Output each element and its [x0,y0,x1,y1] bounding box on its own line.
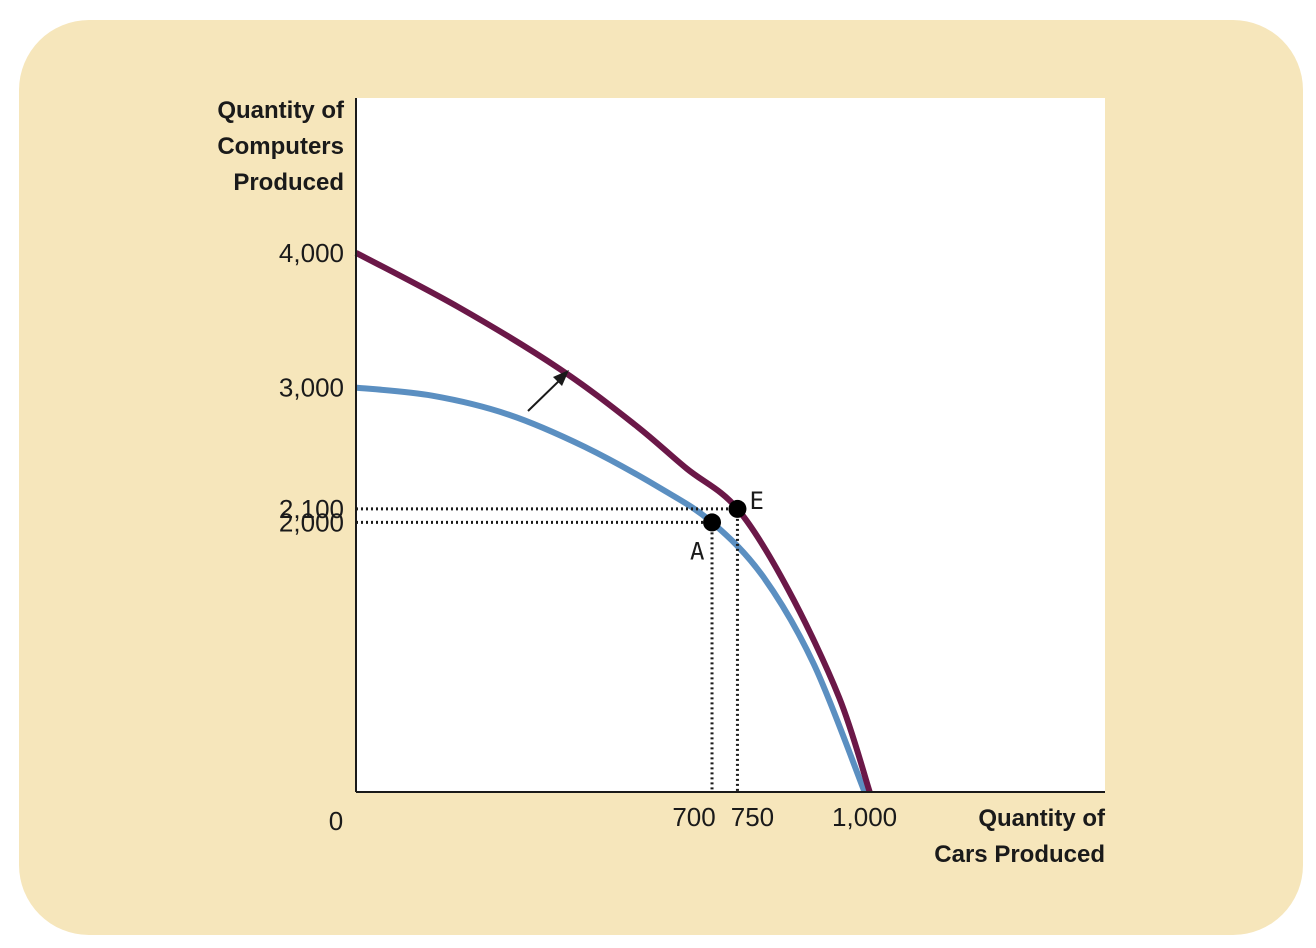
y-axis-title-line-1: Quantity of [217,97,345,124]
x-axis-title-line-2: Cars Produced [934,841,1105,868]
x-tick-label-1000: 1,000 [832,802,897,832]
ppf-curve-2 [354,250,873,793]
shift-arrow-line [527,377,563,412]
arrow-annotation [527,370,569,412]
origin-label: 0 [329,806,343,836]
point-label-a: A [690,537,705,565]
point-e [728,499,747,518]
plot-area [356,98,1105,792]
y-tick-label-4000: 4,000 [279,238,344,268]
y-axis-title-line-2: Computers [217,133,344,160]
x-tick-label-750: 750 [731,802,774,832]
y-tick-label-3000: 3,000 [279,373,344,403]
y-axis-title-line-3: Produced [233,169,344,196]
y-tick-label-2000: 2,000 [279,507,344,537]
guides-layer [356,507,739,792]
x-axis-title-line-1: Quantity of [978,805,1106,832]
shift-arrow-head [553,370,569,386]
point-label-e: E [749,487,763,515]
points-layer: AE [690,487,764,565]
ppf-curve-1 [355,384,868,794]
y-tick-label-2100: 2,100 [279,494,344,524]
point-a [703,513,722,532]
curves-layer [354,250,873,794]
x-tick-label-700: 700 [672,802,715,832]
